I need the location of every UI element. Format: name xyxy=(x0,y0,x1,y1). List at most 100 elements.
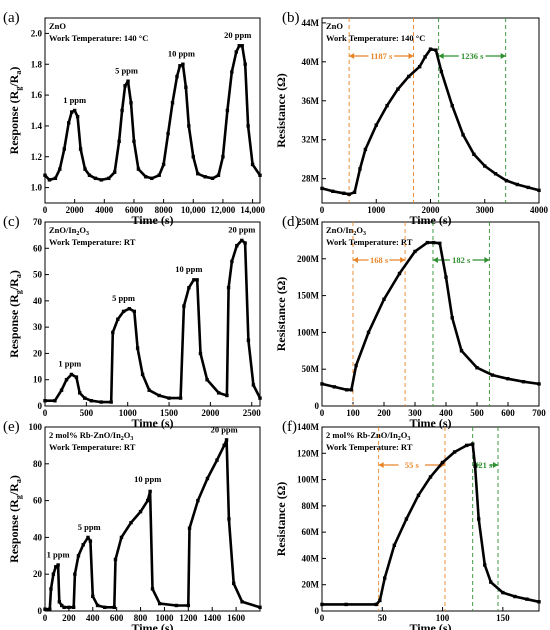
data-point xyxy=(71,605,76,610)
y-tick-label: 40M xyxy=(302,553,320,563)
data-point xyxy=(230,70,234,74)
x-tick-label: 0 xyxy=(43,408,48,418)
data-point xyxy=(184,85,188,90)
data-point xyxy=(230,259,234,264)
data-point xyxy=(354,363,358,368)
data-point xyxy=(504,178,509,183)
data-point xyxy=(132,309,137,314)
data-point xyxy=(221,155,225,159)
data-point xyxy=(521,380,526,384)
data-point xyxy=(216,173,221,177)
material-label: ZnO xyxy=(49,21,66,31)
material-label: ZnO/In2O3 xyxy=(326,225,366,237)
data-point xyxy=(187,124,191,128)
y-tick-label: 2.0 xyxy=(31,28,43,38)
concentration-label: 5 ppm xyxy=(115,66,138,76)
y-tick-label: 1.8 xyxy=(31,59,43,69)
y-tick-label: 60 xyxy=(33,496,43,506)
data-point xyxy=(148,489,152,494)
data-point xyxy=(444,275,448,279)
data-point xyxy=(404,517,409,521)
data-point xyxy=(464,443,469,448)
data-point xyxy=(490,373,495,377)
x-tick-label: 100 xyxy=(346,408,360,418)
chart-panel-6: (f) 0 50 100 150 0 20M 40M 60M 80M 100M 120M 140M Tim… xyxy=(274,419,541,630)
data-point xyxy=(113,557,118,562)
data-point xyxy=(407,74,411,79)
data-point xyxy=(258,396,262,400)
x-axis-label: Time (s) xyxy=(131,213,173,227)
y-tick-label: 0 xyxy=(315,606,320,616)
x-tick-label: 3000 xyxy=(476,205,495,215)
data-point xyxy=(170,101,175,105)
x-tick-label: 1000 xyxy=(119,408,138,418)
material-label: 2 mol% Rb-ZnO/In2O3 xyxy=(326,430,410,442)
data-point xyxy=(174,603,179,608)
y-tick-label: 36M xyxy=(302,96,320,106)
x-tick-label: 0 xyxy=(320,408,325,418)
y-tick-label: 150M xyxy=(297,291,320,301)
x-tick-label: 0 xyxy=(43,205,48,215)
data-point xyxy=(53,399,57,403)
y-tick-label: 44M xyxy=(302,18,320,28)
data-point xyxy=(382,297,386,301)
time-marker: 1187 s xyxy=(348,18,414,203)
data-point xyxy=(198,351,203,356)
x-tick-label: 100 xyxy=(436,613,450,623)
x-tick-label: 2000 xyxy=(201,408,220,418)
y-tick-label: 120M xyxy=(297,448,320,458)
data-point xyxy=(95,603,100,608)
data-point xyxy=(167,396,171,400)
arrow-head-left-icon xyxy=(432,257,438,263)
marker-duration-label: 21 s xyxy=(478,460,493,470)
data-point xyxy=(73,572,77,576)
y-tick-label: 70 xyxy=(33,217,43,227)
data-point xyxy=(477,517,481,521)
time-marker: 1236 s xyxy=(438,18,507,203)
data-point xyxy=(250,162,255,167)
data-point xyxy=(251,383,256,387)
x-axis-label: Time (s) xyxy=(131,416,173,430)
y-axis-label: Resistance (Ω) xyxy=(274,73,288,148)
data-point xyxy=(425,240,430,245)
condition-label: Work Temperature: RT xyxy=(326,442,413,452)
data-point xyxy=(423,55,427,59)
data-point xyxy=(475,366,479,370)
material-label: 2 mol% Rb-ZnO/In2O3 xyxy=(49,430,133,442)
concentration-label: 5 ppm xyxy=(78,522,101,532)
concentration-label: 10 ppm xyxy=(134,474,161,484)
x-tick-label: 0 xyxy=(43,613,48,623)
y-axis-label: Response (Rg/Ra) xyxy=(7,67,23,155)
x-tick-label: 0 xyxy=(320,613,325,623)
data-point xyxy=(78,147,83,151)
y-tick-label: 1.4 xyxy=(31,121,43,131)
arrow-head-right-icon xyxy=(493,462,499,468)
data-point xyxy=(150,176,154,181)
data-point xyxy=(88,539,93,543)
data-points xyxy=(43,438,262,611)
data-point xyxy=(103,605,107,610)
data-point xyxy=(234,50,238,54)
data-point xyxy=(69,110,74,114)
plot-frame xyxy=(321,426,540,612)
data-point xyxy=(450,103,454,108)
data-point xyxy=(246,124,250,128)
data-point xyxy=(434,48,438,52)
data-point xyxy=(452,450,457,454)
x-tick-label: 6000 xyxy=(125,205,144,215)
y-tick-label: 100M xyxy=(297,475,320,485)
x-tick-label: 1200 xyxy=(179,613,198,623)
panel-label: (a) xyxy=(3,10,20,26)
data-point xyxy=(191,155,195,159)
data-point xyxy=(99,178,104,182)
data-point xyxy=(237,44,241,48)
data-point xyxy=(428,47,433,51)
data-point xyxy=(439,69,444,74)
data-point xyxy=(240,44,244,48)
x-tick-label: 300 xyxy=(408,408,422,418)
data-point xyxy=(347,192,351,196)
data-point xyxy=(140,372,145,377)
data-point xyxy=(116,317,120,321)
arrow-head-right-icon xyxy=(484,257,490,263)
y-tick-label: 250M xyxy=(297,217,320,227)
